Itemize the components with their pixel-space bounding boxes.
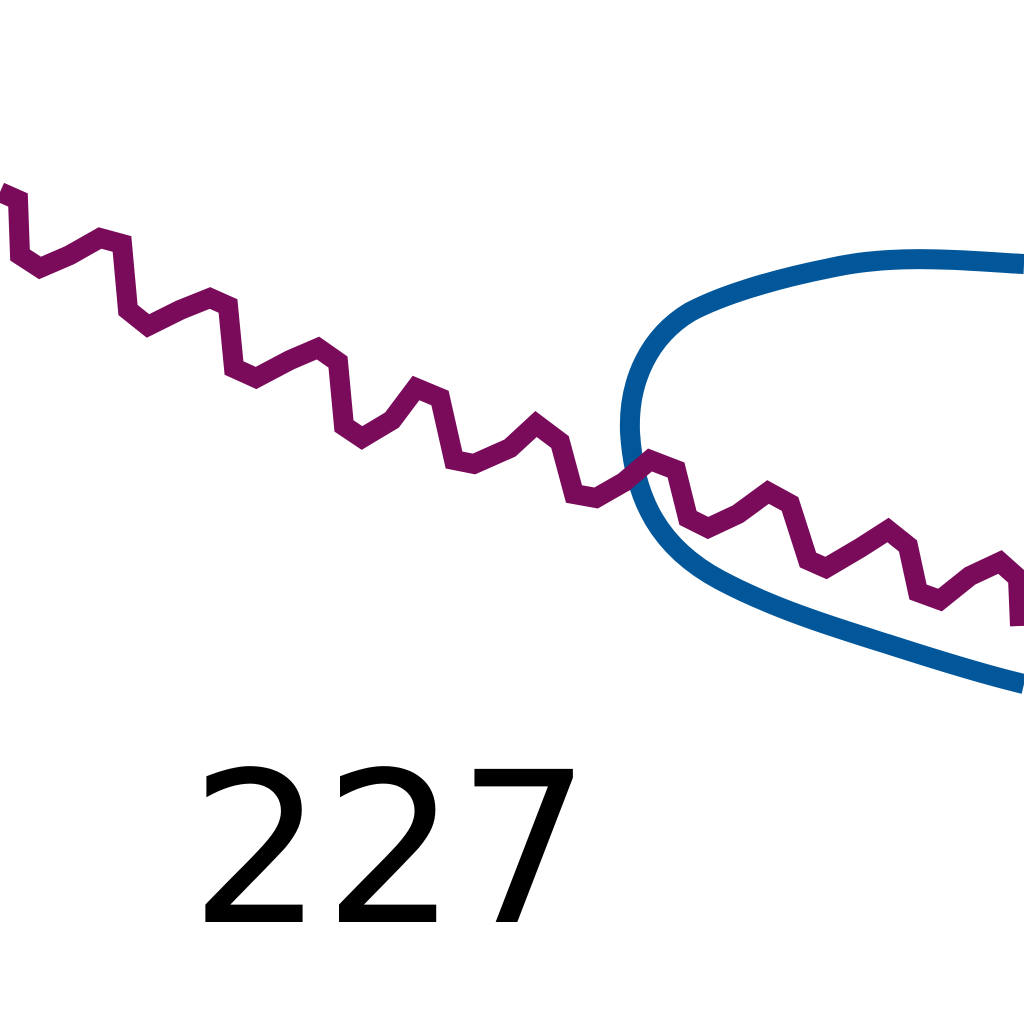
blue-curve: [619, 249, 1024, 694]
number-label: 227: [190, 727, 591, 972]
purple-wavy-line: [0, 182, 1024, 627]
